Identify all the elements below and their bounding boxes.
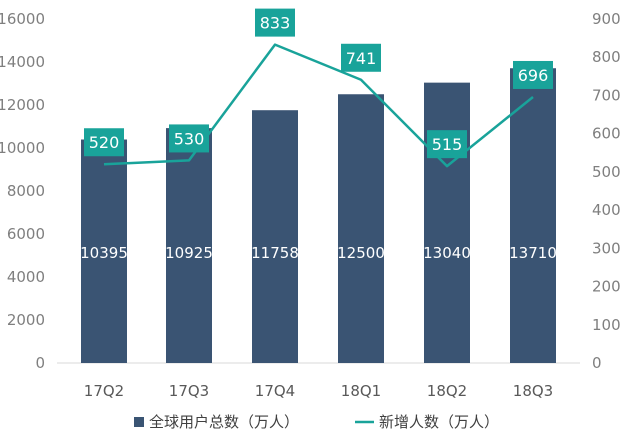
line-label-box [341, 43, 381, 72]
left-tick-label: 14000 [0, 53, 45, 71]
right-tick-label: 900 [592, 10, 621, 28]
left-tick-label: 8000 [7, 182, 45, 200]
left-tick-label: 16000 [0, 10, 45, 28]
bar [81, 139, 127, 363]
x-tick-label: 17Q2 [84, 382, 124, 400]
left-tick-label: 10000 [0, 139, 45, 157]
x-tick-label: 17Q4 [255, 382, 295, 400]
bar [424, 82, 470, 363]
bar-value-label: 12500 [337, 244, 385, 262]
left-tick-label: 6000 [7, 225, 45, 243]
legend: 全球用户总数（万人） 新增人数（万人） [134, 413, 499, 431]
bar-value-label: 13040 [423, 244, 471, 262]
right-tick-label: 0 [592, 354, 602, 372]
left-tick-label: 2000 [7, 311, 45, 329]
bar-value-label: 11758 [251, 244, 299, 262]
line-value-label: 530 [174, 129, 205, 148]
bar-labels: 10395 10925 11758 12500 13040 13710 [80, 244, 557, 262]
bar-value-label: 13710 [509, 244, 557, 262]
left-tick-label: 12000 [0, 96, 45, 114]
right-tick-label: 800 [592, 48, 621, 66]
line-label-box [427, 130, 467, 159]
line-series: 520 530 833 741 515 696 [84, 8, 553, 168]
x-tick-label: 18Q3 [513, 382, 553, 400]
line-value-label: 520 [89, 133, 120, 152]
line-value-label: 515 [432, 135, 463, 154]
right-tick-label: 200 [592, 278, 621, 296]
x-tick-label: 18Q2 [427, 382, 467, 400]
line-value-label: 741 [346, 49, 377, 68]
right-tick-label: 500 [592, 163, 621, 181]
line-label-box [513, 60, 553, 89]
x-axis-labels: 17Q2 17Q3 17Q4 18Q1 18Q2 18Q3 [84, 382, 553, 400]
right-tick-label: 700 [592, 86, 621, 104]
right-tick-label: 400 [592, 201, 621, 219]
right-tick-label: 600 [592, 125, 621, 143]
legend-line-label: 新增人数（万人） [379, 413, 499, 431]
left-tick-label: 4000 [7, 268, 45, 286]
bar [510, 68, 556, 364]
bar-value-label: 10395 [80, 244, 128, 262]
bar [166, 128, 212, 363]
line-label-box [255, 8, 295, 37]
right-y-axis: 0 100 200 300 400 500 600 700 800 900 [592, 10, 621, 372]
left-tick-label: 0 [35, 354, 45, 372]
bar [338, 94, 384, 363]
left-y-axis: 0 2000 4000 6000 8000 10000 12000 14000 16000 [0, 10, 45, 372]
line-label-box [84, 128, 124, 157]
x-tick-label: 18Q1 [341, 382, 381, 400]
bar [252, 110, 298, 363]
legend-bar-label: 全球用户总数（万人） [149, 413, 299, 431]
bar-series [81, 68, 556, 364]
line-value-label: 833 [260, 14, 291, 33]
right-tick-label: 100 [592, 316, 621, 334]
legend-bar-swatch [134, 417, 144, 427]
line-label-box [169, 124, 209, 153]
line-value-label: 696 [518, 66, 549, 85]
bar-value-label: 10925 [165, 244, 213, 262]
x-tick-label: 17Q3 [169, 382, 209, 400]
right-tick-label: 300 [592, 239, 621, 257]
